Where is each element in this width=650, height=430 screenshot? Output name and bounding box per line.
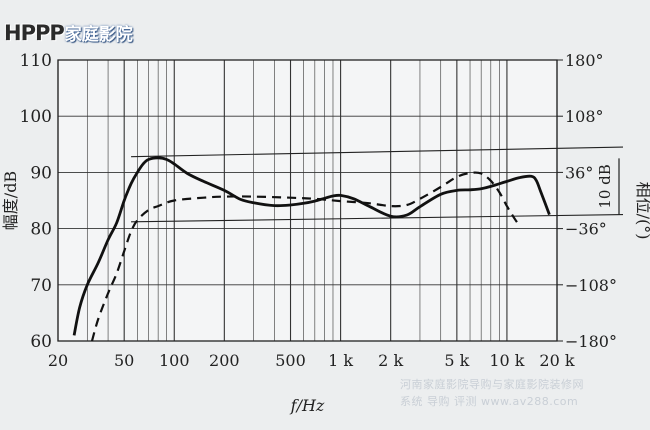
y2-tick-label: −180°	[565, 332, 617, 351]
y2-tick-label: −108°	[565, 276, 617, 295]
watermark-line1: 河南家庭影院导购与家庭影院装修网	[400, 378, 584, 391]
y-tick-label: 60	[30, 332, 52, 352]
x-tick-label: 2 k	[378, 351, 403, 370]
y2-tick-label: 36°	[565, 163, 593, 182]
y2-tick-label: 108°	[565, 107, 604, 126]
x-tick-label: 200	[209, 351, 240, 370]
series-solid-line	[72, 156, 551, 336]
x-tick-label: 50	[114, 351, 134, 370]
watermark-line2: 系统 导购 评测 www.av288.com	[400, 395, 579, 408]
y-tick-label: 70	[30, 276, 52, 296]
y-tick-label: 80	[30, 220, 52, 240]
x-tick-label: 20 k	[539, 351, 574, 370]
y-tick-label: 90	[30, 163, 52, 183]
y2-tick-label: 180°	[565, 51, 604, 70]
x-tick-label: 10 k	[489, 351, 524, 370]
site-logo: ΗΡΡΡ 家庭影院	[4, 20, 133, 46]
x-tick-label: 100	[159, 351, 190, 370]
y2-tick-label: −36°	[565, 220, 607, 239]
logo-mark: ΗΡΡΡ	[4, 20, 65, 45]
reference-line	[131, 146, 624, 158]
x-axis-title: f/Hz	[290, 396, 325, 415]
y-tick-label: 100	[20, 107, 52, 127]
y2-axis-title: 相位/(°)	[634, 182, 650, 240]
y-tick-label: 110	[20, 51, 52, 71]
x-tick-label: 500	[275, 351, 306, 370]
x-tick-label: 1 k	[328, 351, 353, 370]
y-axis-title: 幅度/dB	[1, 171, 20, 230]
x-tick-label: 20	[48, 351, 68, 370]
scale-bar-label: 10 dB	[596, 164, 614, 208]
plot-frame	[57, 59, 558, 342]
reference-line	[131, 214, 624, 223]
x-tick-label: 5 k	[444, 351, 469, 370]
series-dashed-line	[90, 171, 522, 342]
logo-text: 家庭影院	[64, 25, 133, 45]
plot-area	[58, 60, 557, 341]
